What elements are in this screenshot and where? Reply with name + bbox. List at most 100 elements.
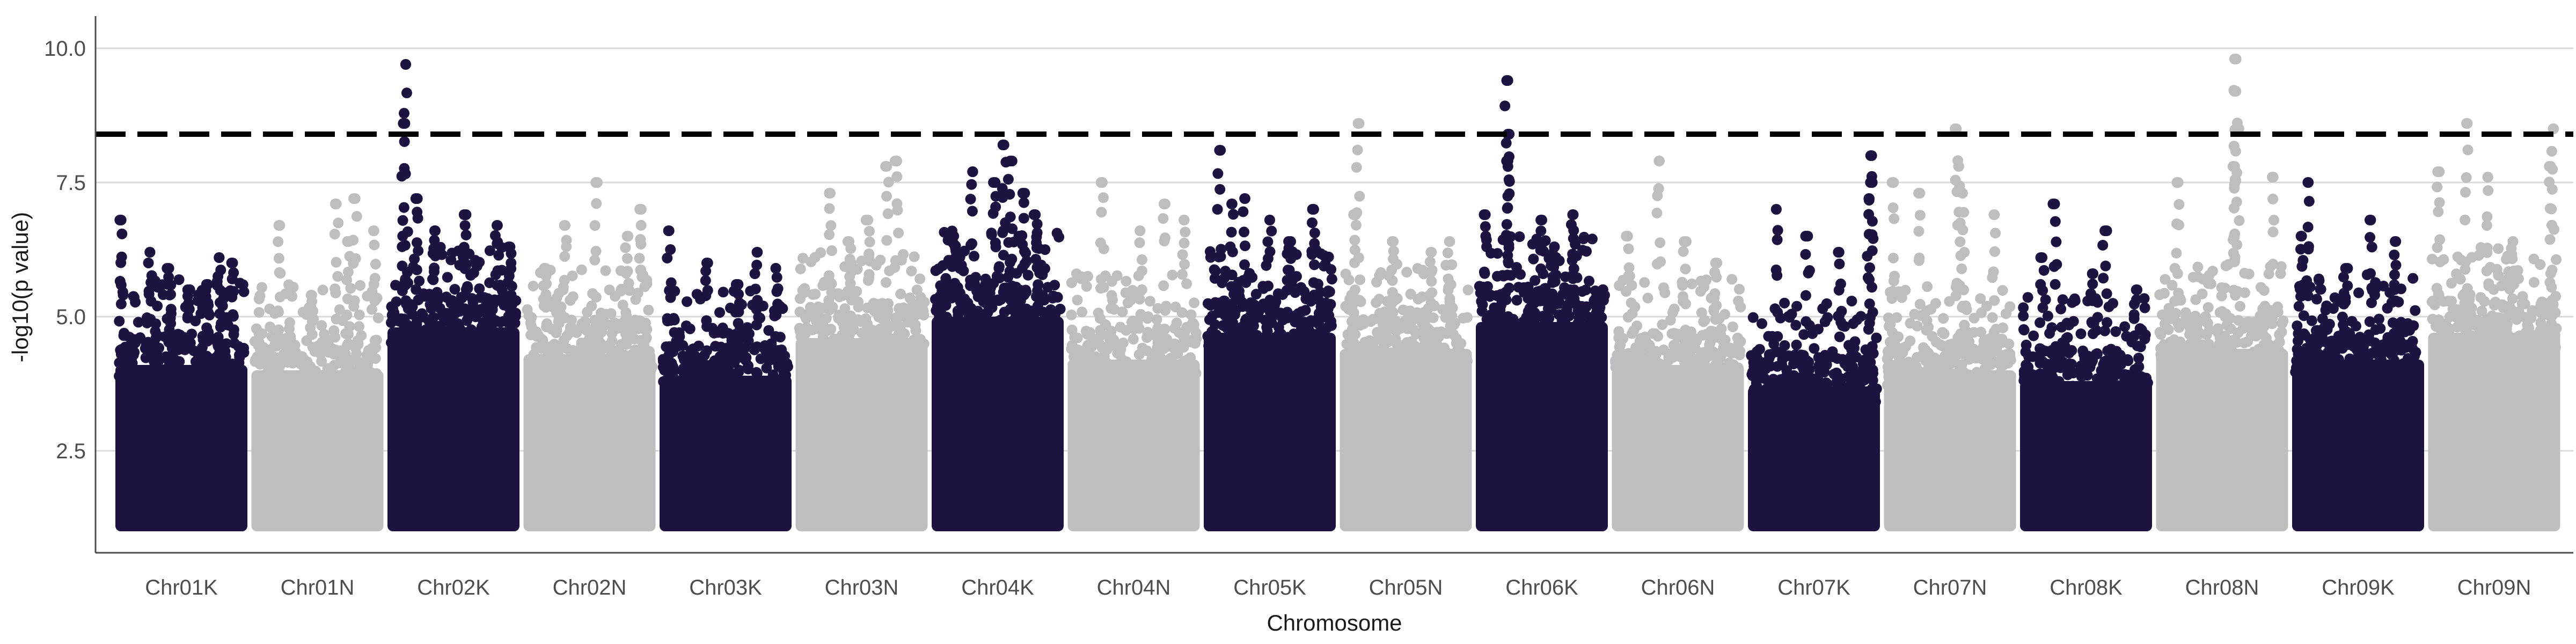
data-point <box>2102 317 2113 328</box>
data-point <box>1943 345 1954 356</box>
data-point <box>1834 258 1845 269</box>
data-point <box>182 311 194 322</box>
data-point <box>2100 260 2111 272</box>
data-point <box>1572 305 1584 317</box>
data-point <box>541 278 552 289</box>
data-point <box>114 370 125 382</box>
data-point <box>2517 291 2528 302</box>
data-point <box>1002 174 1014 185</box>
data-point <box>2433 288 2444 299</box>
data-point <box>1531 287 1542 298</box>
data-point <box>2112 352 2123 363</box>
data-point <box>1528 253 1539 265</box>
data-point <box>1482 317 1493 328</box>
peak-point <box>1017 188 1028 199</box>
data-point <box>2388 355 2399 366</box>
data-point <box>1095 313 1106 324</box>
data-point <box>2302 290 2314 302</box>
data-point <box>2315 284 2326 295</box>
data-point <box>400 274 411 285</box>
chromosome-series-Chr03N <box>794 156 930 531</box>
data-point <box>2216 282 2227 293</box>
data-point <box>1680 264 1691 275</box>
data-point <box>1016 230 1028 241</box>
data-point <box>495 293 507 304</box>
data-point <box>1191 333 1202 345</box>
data-point <box>1523 292 1534 304</box>
data-point <box>567 270 578 281</box>
data-point <box>1282 275 1293 286</box>
data-point <box>590 246 602 257</box>
data-point <box>2133 353 2145 364</box>
data-point <box>1965 380 1977 391</box>
peak-point <box>1214 145 1225 156</box>
data-point <box>2062 369 2073 380</box>
data-point <box>1997 285 2008 296</box>
peak-point <box>967 166 978 177</box>
data-point <box>411 264 422 275</box>
data-point <box>1505 231 1516 242</box>
data-point <box>389 308 400 319</box>
data-point <box>2265 305 2277 316</box>
data-point <box>797 253 809 264</box>
data-point <box>1237 301 1248 312</box>
data-point <box>394 316 405 327</box>
x-tick-label: Chr01N <box>281 576 355 599</box>
data-point <box>862 318 873 330</box>
data-point <box>1716 323 1727 334</box>
data-point <box>1262 236 1274 247</box>
data-point <box>564 327 575 339</box>
data-point <box>526 321 537 332</box>
data-point <box>490 269 501 280</box>
data-point <box>734 364 745 376</box>
data-point <box>1891 312 1902 323</box>
data-point <box>842 286 853 297</box>
data-point <box>371 368 382 379</box>
data-point <box>1033 279 1044 290</box>
data-point <box>333 217 344 229</box>
data-point <box>1133 270 1144 281</box>
data-point <box>1414 352 1425 363</box>
data-point <box>1401 359 1413 370</box>
data-point <box>2102 345 2113 356</box>
data-point <box>2230 145 2241 157</box>
data-point <box>2367 285 2378 296</box>
data-point <box>494 334 506 345</box>
data-point <box>893 228 904 239</box>
data-point <box>734 333 745 345</box>
data-point <box>1888 275 1899 287</box>
peak-point <box>1135 225 1146 236</box>
data-point <box>1989 336 2000 348</box>
data-point <box>1209 273 1220 284</box>
data-point <box>576 264 587 275</box>
data-point <box>1772 234 1783 245</box>
data-point <box>2057 294 2068 305</box>
data-point <box>1668 303 1680 314</box>
data-point <box>1005 211 1016 223</box>
data-point <box>1229 309 1240 320</box>
data-point <box>1177 249 1188 260</box>
data-point <box>967 278 978 289</box>
peak-point <box>2390 236 2402 247</box>
data-point <box>2443 323 2454 334</box>
data-point <box>537 334 548 346</box>
data-point <box>1701 375 1713 386</box>
data-point <box>506 333 517 344</box>
data-point <box>2293 301 2304 312</box>
data-point <box>2228 234 2239 245</box>
data-point <box>2503 301 2514 312</box>
data-point <box>2338 319 2349 331</box>
data-point <box>287 291 298 302</box>
data-point <box>165 304 177 315</box>
peak-point <box>540 263 551 274</box>
data-point <box>1651 207 1663 218</box>
data-point <box>1213 307 1224 318</box>
data-point <box>1046 305 1057 317</box>
data-point <box>254 290 266 302</box>
peak-point <box>825 188 836 199</box>
data-point <box>2274 346 2285 357</box>
data-point <box>1315 248 1327 259</box>
data-point <box>1921 325 1932 336</box>
data-point <box>1299 286 1310 297</box>
data-point <box>330 283 341 295</box>
